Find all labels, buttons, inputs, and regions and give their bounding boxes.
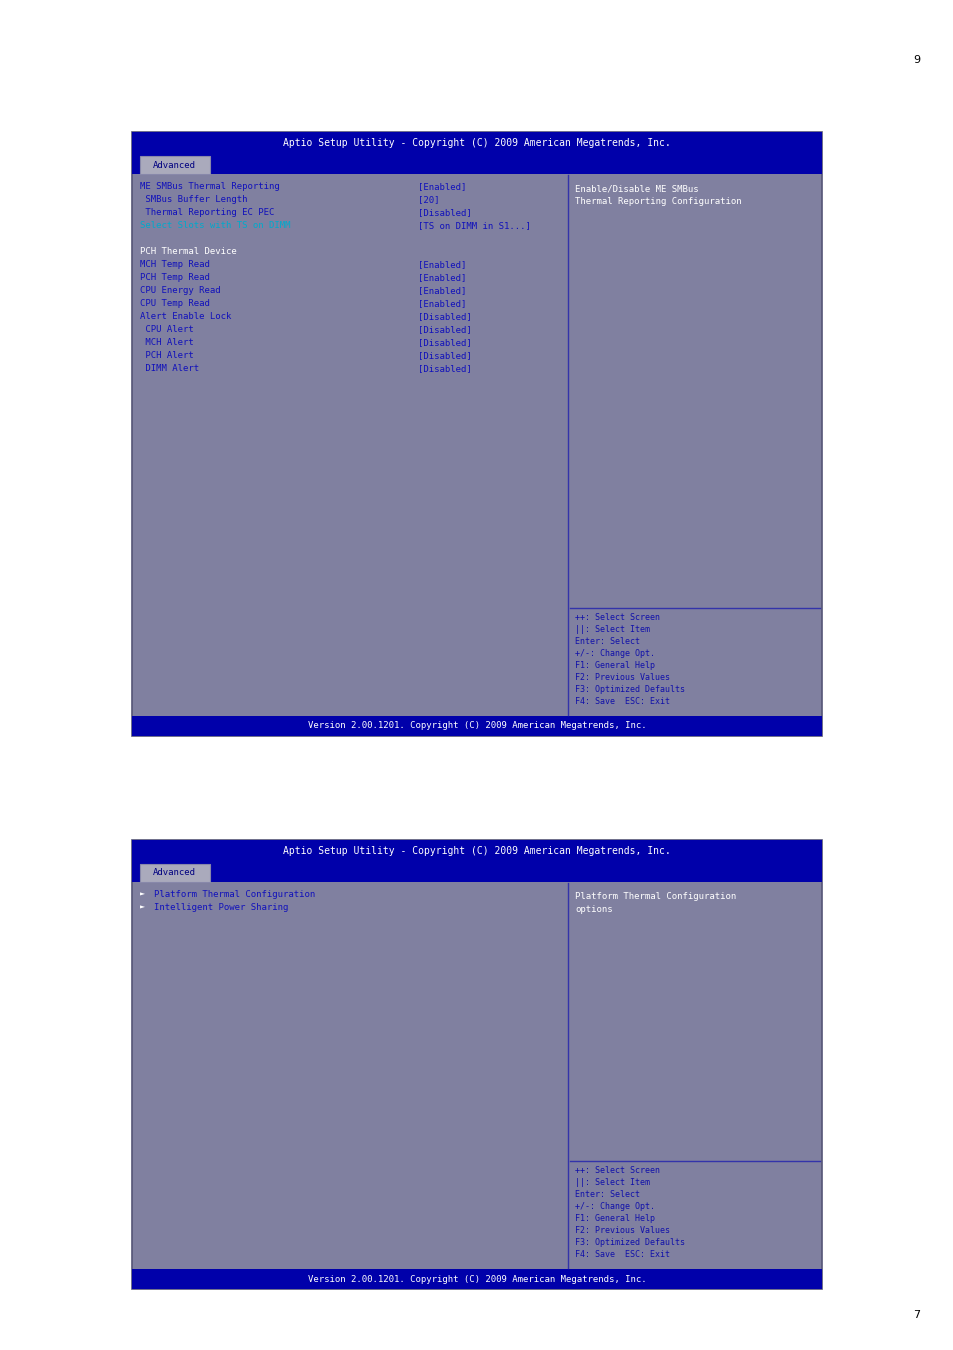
Text: [Enabled]: [Enabled] [417,261,466,269]
Text: Enter: Select: Enter: Select [575,1191,639,1199]
Text: [Disabled]: [Disabled] [417,312,472,321]
Text: ►: ► [139,890,145,899]
Text: F3: Optimized Defaults: F3: Optimized Defaults [575,1238,684,1247]
Text: F1: General Help: F1: General Help [575,660,655,670]
Text: MCH Temp Read: MCH Temp Read [139,261,210,269]
Text: CPU Energy Read: CPU Energy Read [139,286,220,296]
Text: CPU Temp Read: CPU Temp Read [139,300,210,308]
Bar [132,861,821,882]
Text: F2: Previous Values: F2: Previous Values [575,1226,669,1235]
Text: F4: Save  ESC: Exit: F4: Save ESC: Exit [575,697,669,706]
Text: Enable/Disable ME SMBus: Enable/Disable ME SMBus [575,185,698,193]
Text: Select Slots with TS on DIMM: Select Slots with TS on DIMM [139,221,290,231]
Bar [132,132,821,154]
Text: Aptio Setup Utility - Copyright (C) 2009 American Megatrends, Inc.: Aptio Setup Utility - Copyright (C) 2009… [283,138,670,148]
Text: ++: Select Screen: ++: Select Screen [575,613,659,622]
Text: Version 2.00.1201. Copyright (C) 2009 American Megatrends, Inc.: Version 2.00.1201. Copyright (C) 2009 Am… [308,721,645,730]
Bar [132,154,821,174]
Text: [20]: [20] [417,196,439,204]
Text: [Disabled]: [Disabled] [417,208,472,217]
Text: CPU Alert: CPU Alert [139,325,193,335]
Text: Advanced: Advanced [153,161,196,170]
Text: Aptio Setup Utility - Copyright (C) 2009 American Megatrends, Inc.: Aptio Setup Utility - Copyright (C) 2009… [283,845,670,856]
Text: Thermal Reporting Configuration: Thermal Reporting Configuration [575,197,741,207]
Text: ►: ► [139,903,145,911]
Text: F1: General Help: F1: General Help [575,1214,655,1223]
Text: ++: Select Screen: ++: Select Screen [575,1166,659,1176]
Bar [139,157,210,174]
Text: Advanced: Advanced [153,868,196,878]
Bar [132,840,821,1289]
Bar [132,840,821,861]
Text: [Enabled]: [Enabled] [417,300,466,308]
Text: MCH Alert: MCH Alert [139,339,193,347]
Text: Intelligent Power Sharing: Intelligent Power Sharing [153,903,288,911]
Text: 7: 7 [912,1310,919,1320]
Text: ||: Select Item: ||: Select Item [575,625,650,633]
Text: SMBus Buffer Length: SMBus Buffer Length [139,196,247,204]
Bar [132,716,821,736]
Text: F4: Save  ESC: Exit: F4: Save ESC: Exit [575,1250,669,1260]
Text: +/-: Change Opt.: +/-: Change Opt. [575,1203,655,1211]
Text: 9: 9 [912,55,919,65]
Text: Version 2.00.1201. Copyright (C) 2009 American Megatrends, Inc.: Version 2.00.1201. Copyright (C) 2009 Am… [308,1274,645,1284]
Text: [Disabled]: [Disabled] [417,325,472,335]
Text: [Enabled]: [Enabled] [417,273,466,282]
Bar [132,132,821,736]
Text: F3: Optimized Defaults: F3: Optimized Defaults [575,684,684,694]
Bar [139,864,210,882]
Text: [Enabled]: [Enabled] [417,286,466,296]
Text: [Enabled]: [Enabled] [417,182,466,192]
Text: Enter: Select: Enter: Select [575,637,639,645]
Text: [Disabled]: [Disabled] [417,339,472,347]
Bar [132,1269,821,1289]
Text: Platform Thermal Configuration: Platform Thermal Configuration [153,890,314,899]
Text: PCH Alert: PCH Alert [139,351,193,360]
Text: PCH Temp Read: PCH Temp Read [139,273,210,282]
Text: [Disabled]: [Disabled] [417,351,472,360]
Text: F2: Previous Values: F2: Previous Values [575,672,669,682]
Text: PCH Thermal Device: PCH Thermal Device [139,247,236,256]
Text: options: options [575,904,612,914]
Text: +/-: Change Opt.: +/-: Change Opt. [575,649,655,657]
Text: Thermal Reporting EC PEC: Thermal Reporting EC PEC [139,208,274,217]
Text: [Disabled]: [Disabled] [417,364,472,374]
Text: Platform Thermal Configuration: Platform Thermal Configuration [575,892,736,900]
Text: Alert Enable Lock: Alert Enable Lock [139,312,231,321]
Text: DIMM Alert: DIMM Alert [139,364,198,374]
Text: ||: Select Item: ||: Select Item [575,1179,650,1187]
Text: ME SMBus Thermal Reporting: ME SMBus Thermal Reporting [139,182,279,192]
Text: [TS on DIMM in S1...]: [TS on DIMM in S1...] [417,221,531,231]
